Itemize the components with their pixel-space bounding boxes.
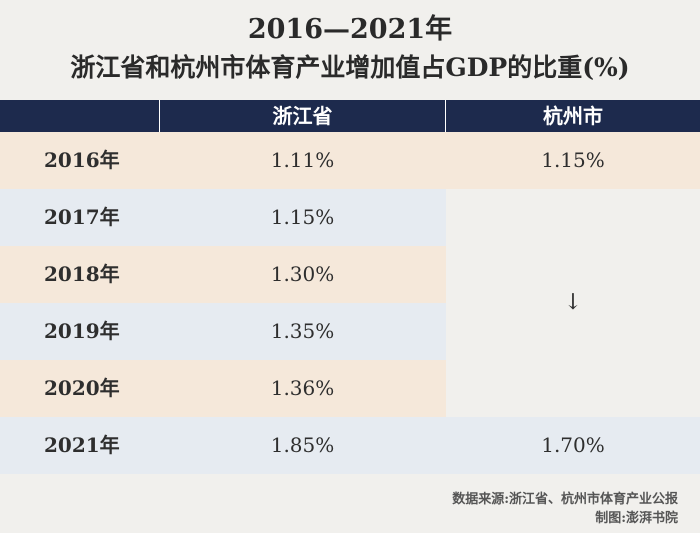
hangzhou-value: 1.70%	[541, 433, 605, 457]
header-separator	[445, 100, 446, 132]
down-arrow-icon: ↓	[563, 290, 583, 315]
hangzhou-gap-area: ↓	[446, 189, 700, 417]
year-cell: 2020年	[44, 376, 120, 400]
table-row: 2016年 1.11% 1.15%	[0, 132, 700, 189]
year-cell: 2016年	[44, 148, 120, 172]
year-cell: 2019年	[44, 319, 120, 343]
zhejiang-value: 1.30%	[270, 262, 335, 286]
chart-credit: 制图:澎湃书院	[595, 511, 678, 526]
year-cell: 2018年	[44, 262, 120, 286]
data-source: 数据来源:浙江省、杭州市体育产业公报	[452, 492, 678, 507]
year-cell: 2017年	[44, 205, 120, 229]
title-line-2: 浙江省和杭州市体育产业增加值占GDP的比重(%)	[70, 53, 630, 82]
table-body: 2016年 1.11% 1.15% 2017年 1.15% 2018年 1.30…	[0, 132, 700, 474]
hangzhou-value: 1.15%	[541, 148, 605, 172]
header-hangzhou: 杭州市	[543, 104, 603, 128]
zhejiang-value: 1.15%	[270, 205, 335, 229]
table-header: 浙江省 杭州市	[0, 100, 700, 132]
year-cell: 2021年	[44, 433, 120, 457]
zhejiang-value: 1.36%	[270, 376, 335, 400]
title-line-1: 2016—2021年	[247, 14, 453, 45]
zhejiang-value: 1.35%	[270, 319, 335, 343]
zhejiang-value: 1.11%	[270, 148, 335, 172]
data-table: 浙江省 杭州市 2016年 1.11% 1.15% 2017年 1.15% 20…	[0, 100, 700, 474]
zhejiang-value: 1.85%	[270, 433, 335, 457]
header-zhejiang: 浙江省	[272, 104, 333, 128]
table-row: 2021年 1.85% 1.70%	[0, 417, 700, 474]
header-separator	[159, 100, 160, 132]
chart-title: 2016—2021年 浙江省和杭州市体育产业增加值占GDP的比重(%)	[0, 12, 700, 86]
footer-notes: 数据来源:浙江省、杭州市体育产业公报 制图:澎湃书院	[452, 490, 678, 528]
